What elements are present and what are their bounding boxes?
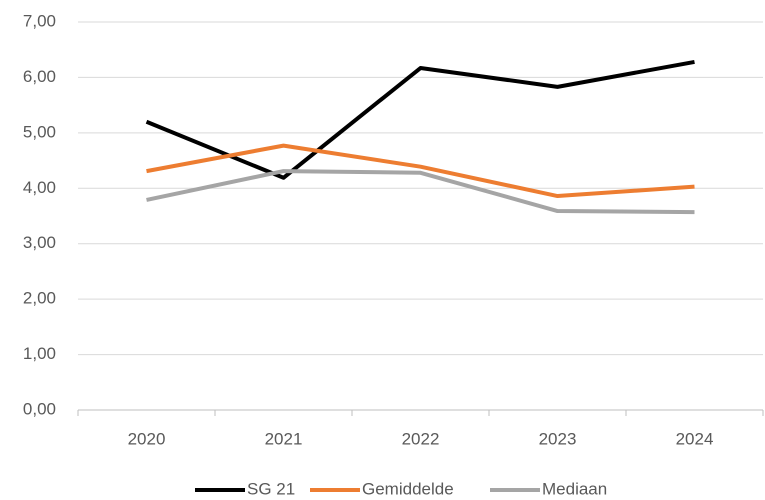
x-tick-label: 2024 <box>676 429 714 448</box>
series-line <box>146 169 695 215</box>
y-tick-label: 5,00 <box>23 122 56 141</box>
y-tick-label: 6,00 <box>23 67 56 86</box>
y-tick-label: 4,00 <box>23 178 56 197</box>
series-line <box>145 59 695 180</box>
series-line <box>146 143 695 199</box>
legend-label: SG 21 <box>247 479 295 498</box>
legend-label: Mediaan <box>542 479 607 498</box>
y-tick-label: 2,00 <box>23 289 56 308</box>
legend-label: Gemiddelde <box>362 479 454 498</box>
x-tick-label: 2022 <box>402 429 440 448</box>
x-tick-label: 2020 <box>128 429 166 448</box>
y-tick-label: 3,00 <box>23 233 56 252</box>
y-tick-label: 1,00 <box>23 344 56 363</box>
y-tick-label: 0,00 <box>23 399 56 418</box>
x-tick-label: 2023 <box>539 429 577 448</box>
y-tick-label: 7,00 <box>23 11 56 30</box>
x-tick-label: 2021 <box>265 429 303 448</box>
